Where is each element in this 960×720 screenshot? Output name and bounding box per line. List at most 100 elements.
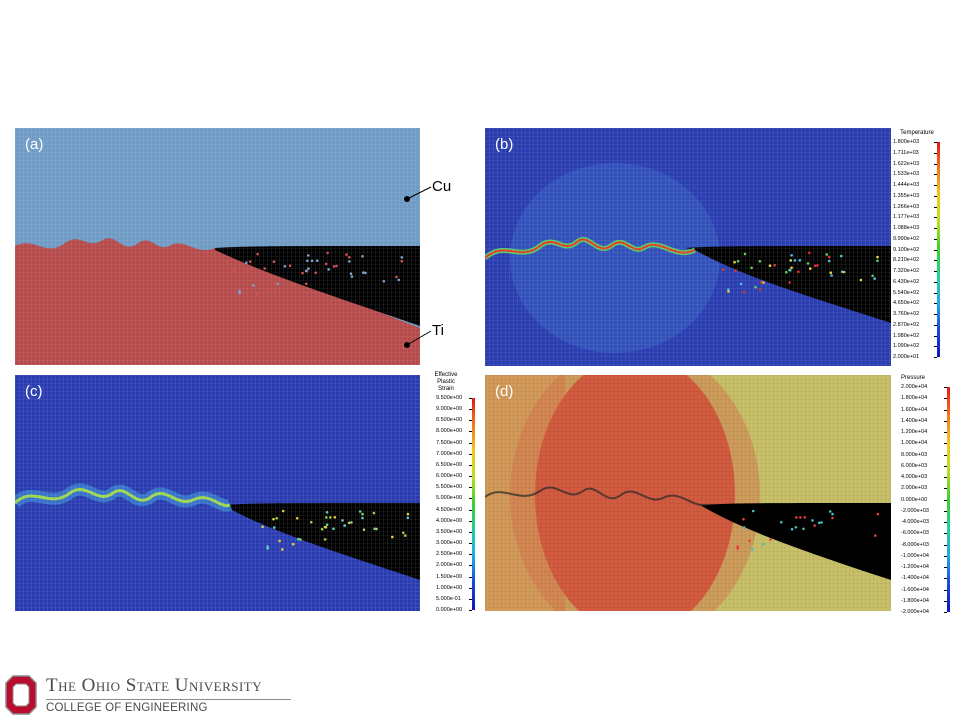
strain-colorbar-value: 6.000e+00 xyxy=(436,473,463,480)
strain-colorbar-tick xyxy=(469,487,472,489)
debris-particle xyxy=(278,539,281,543)
debris-particle xyxy=(751,548,754,551)
debris-particle xyxy=(829,271,833,274)
temperature-colorbar-tick xyxy=(934,142,937,143)
panel-a-label: (a) xyxy=(25,136,44,153)
debris-particle xyxy=(372,511,376,515)
strain-colorbar-tick xyxy=(469,531,472,533)
pressure-colorbar-value: 1.600e+04 xyxy=(901,406,928,413)
debris-particle xyxy=(335,264,338,268)
debris-particle xyxy=(739,282,743,286)
temperature-colorbar-value: 1.266e+03 xyxy=(893,203,920,210)
pressure-colorbar-tick xyxy=(944,409,947,411)
strain-colorbar-tick xyxy=(469,576,472,578)
temperature-colorbar-value: 1.533e+03 xyxy=(893,171,920,178)
strain-colorbar-value: 2.000e+00 xyxy=(436,562,463,569)
debris-particle xyxy=(361,512,364,516)
debris-particle xyxy=(831,516,834,520)
pressure-colorbar-value: -2.000e+04 xyxy=(901,609,929,615)
debris-particle xyxy=(759,280,763,284)
panel-b-label: (b) xyxy=(495,136,514,153)
debris-particle xyxy=(803,516,807,519)
pressure-colorbar-tick xyxy=(944,465,947,467)
debris-particle xyxy=(808,251,811,255)
debris-particle xyxy=(283,265,287,268)
temperature-colorbar-tick xyxy=(934,206,937,208)
strain-colorbar-tick xyxy=(469,398,472,399)
strain-colorbar-tick xyxy=(469,464,472,466)
university-name: The Ohio State University xyxy=(46,675,263,696)
debris-particle xyxy=(750,266,753,270)
pressure-colorbar-value: -1.800e+04 xyxy=(901,597,929,604)
pressure-colorbar-tick xyxy=(944,499,947,501)
temperature-colorbar-tick xyxy=(934,357,937,358)
debris-particle xyxy=(876,255,879,259)
pressure-colorbar-tick xyxy=(944,533,947,535)
pressure-colorbar-value: 1.000e+04 xyxy=(901,440,928,447)
strain-colorbar-value: 5.500e+00 xyxy=(436,484,463,491)
debris-particle xyxy=(256,252,259,256)
pressure-colorbar-value: 1.400e+04 xyxy=(901,417,928,424)
debris-particle xyxy=(333,516,337,519)
debris-particle xyxy=(736,545,739,548)
debris-particle xyxy=(802,527,805,531)
debris-particle xyxy=(768,264,772,267)
debris-particle xyxy=(263,267,267,270)
temperature-colorbar-value: 8.210e+02 xyxy=(893,257,920,264)
pressure-colorbar-tick xyxy=(944,387,947,388)
pressure-colorbar-value: 6.000e+03 xyxy=(901,462,928,469)
pressure-colorbar: Pressure 2.000e+04 1.800e+04 1.600e+04 1.40… xyxy=(893,375,958,615)
debris-particle xyxy=(873,277,876,280)
cu-label: Cu xyxy=(432,178,452,195)
debris-particle xyxy=(345,253,348,256)
strain-colorbar-value: 1.000e+00 xyxy=(436,584,463,591)
strain-colorbar-value: 2.500e+00 xyxy=(436,551,463,558)
pressure-colorbar-tick xyxy=(944,555,947,557)
debris-particle xyxy=(238,292,241,295)
pressure-colorbar-value: 2.000e+04 xyxy=(901,384,928,390)
temperature-colorbar-tick xyxy=(934,335,937,337)
debris-particle xyxy=(400,259,404,263)
temperature-colorbar-tick xyxy=(934,152,937,154)
strain-colorbar: Effective Plastic Strain 9.500e+00 9.000e… xyxy=(426,372,481,614)
strain-colorbar-tick xyxy=(469,565,472,567)
debris-particle xyxy=(314,271,318,274)
strain-colorbar-value: 7.000e+00 xyxy=(436,450,463,457)
debris-particle xyxy=(404,534,407,537)
debris-particle xyxy=(758,260,762,263)
pressure-colorbar-tick xyxy=(944,578,947,580)
temperature-colorbar-value: 2.000e+01 xyxy=(893,354,920,360)
strain-colorbar-value: 8.000e+00 xyxy=(436,428,463,435)
strain-colorbar-value: 4.500e+00 xyxy=(436,506,463,513)
debris-particle xyxy=(299,538,302,541)
strain-colorbar-value: 9.500e+00 xyxy=(436,395,463,401)
pressure-colorbar-value: 1.800e+04 xyxy=(901,395,928,402)
debris-particle xyxy=(789,259,793,262)
debris-particle xyxy=(248,260,252,263)
footer-divider xyxy=(46,699,291,700)
debris-particle xyxy=(325,511,329,514)
strain-colorbar-value: 8.500e+00 xyxy=(436,417,463,424)
temperature-colorbar-value: 1.088e+03 xyxy=(893,225,920,231)
debris-particle xyxy=(255,292,258,296)
debris-particle xyxy=(245,261,248,264)
debris-particle xyxy=(373,527,376,531)
pressure-colorbar-value: -8.000e+03 xyxy=(901,541,929,548)
strain-colorbar-value: 9.000e+00 xyxy=(436,406,463,413)
debris-particle xyxy=(876,512,880,516)
debris-particle xyxy=(874,534,877,537)
strain-colorbar-title: Effective Plastic Strain xyxy=(434,372,458,392)
pressure-colorbar-value: -1.200e+04 xyxy=(901,564,929,570)
debris-particle xyxy=(362,528,366,531)
temperature-colorbar-tick xyxy=(934,238,937,240)
debris-particle xyxy=(806,262,810,265)
debris-particle xyxy=(391,535,394,539)
debris-particle xyxy=(273,526,276,529)
pressure-colorbar-tick xyxy=(944,510,947,512)
pressure-colorbar-value: -1.400e+04 xyxy=(901,575,929,582)
debris-particle xyxy=(790,266,793,270)
debris-particle xyxy=(736,260,740,263)
debris-particle xyxy=(325,516,328,519)
strain-colorbar-value: 0.000e+00 xyxy=(436,607,463,613)
block-o-logo xyxy=(5,675,37,715)
